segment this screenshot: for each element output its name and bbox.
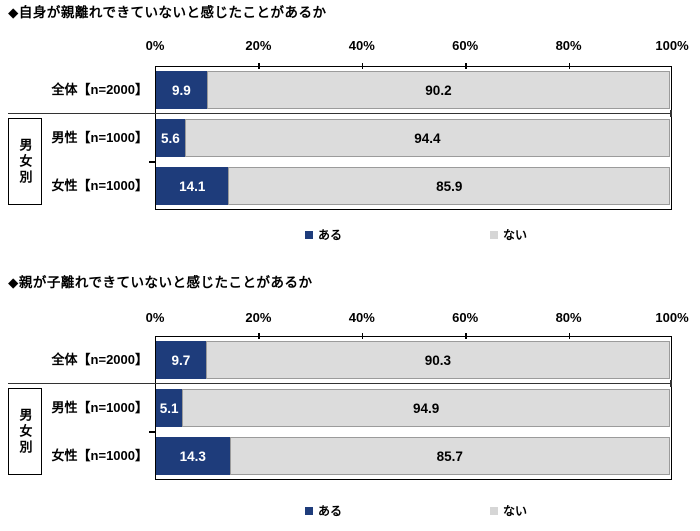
bar-segment-nai: 85.9 (228, 167, 670, 205)
legend-label-aru: ある (318, 504, 343, 518)
bar-row: 9.7 90.3 (156, 341, 670, 379)
chart-parent-independence: ◆自身が親離れできていないと感じたことがあるか 0% 20% 40% 60% 80% 10… (0, 0, 700, 261)
legend-label-aru: ある (318, 228, 343, 242)
legend-swatch-nai-icon (490, 506, 498, 515)
legend-item-aru: ある (305, 502, 342, 519)
bar-row: 9.9 90.2 (156, 71, 670, 109)
category-label: 女性【n=1000】 (51, 178, 148, 193)
x-axis-tick-label: 20% (245, 38, 272, 53)
bar-row: 14.1 85.9 (156, 167, 670, 205)
group-label-box: 男女別 (8, 388, 42, 475)
x-axis-tick-mark (465, 333, 467, 339)
x-axis-tick-label: 0% (145, 310, 165, 325)
category-label: 女性【n=1000】 (51, 448, 148, 463)
x-axis-tick-label: 60% (452, 310, 479, 325)
x-axis-tick-label: 100% (655, 38, 689, 53)
group-label: 男女別 (17, 407, 33, 456)
category-label: 全体【n=2000】 (51, 82, 148, 97)
bar-segment-nai: 94.9 (182, 389, 670, 427)
category-label: 男性【n=1000】 (51, 400, 148, 415)
legend-item-nai: ない (490, 226, 527, 243)
group-separator-endcap (669, 109, 672, 117)
x-axis-tick-mark (361, 63, 364, 69)
plot-area: 9.7 90.3 5.1 94.9 14.3 85.7 (155, 336, 672, 480)
x-axis-tick-mark (258, 63, 260, 69)
legend-swatch-aru-icon (305, 230, 313, 239)
group-separator-endcap (669, 379, 672, 387)
x-axis-tick-label: 40% (348, 38, 375, 53)
chart-title: ◆自身が親離れできていないと感じたことがあるか (8, 5, 327, 20)
x-axis-tick-mark (568, 333, 571, 339)
x-axis-tick-label: 0% (145, 38, 165, 53)
x-axis-tick-label: 60% (452, 38, 479, 53)
x-axis-tick-mark (568, 63, 571, 69)
x-axis-tick-label: 80% (555, 38, 582, 53)
bar-segment-nai: 94.4 (184, 119, 670, 157)
x-axis-tick-mark (361, 333, 364, 339)
category-axis-tick (149, 161, 155, 163)
group-separator-line (8, 382, 672, 384)
group-label: 男女別 (17, 137, 33, 186)
bar-segment-aru: 9.9 (156, 71, 207, 109)
legend-item-aru: ある (305, 226, 342, 243)
bar-segment-nai: 85.7 (229, 437, 670, 475)
bar-row: 5.6 94.4 (156, 119, 670, 157)
category-axis-tick (149, 431, 155, 433)
bar-segment-aru: 5.6 (156, 119, 185, 157)
chart-title: ◆親が子離れできていないと感じたことがあるか (8, 275, 313, 290)
x-axis-tick-label: 20% (245, 310, 272, 325)
bar-segment-nai: 90.3 (205, 341, 670, 379)
legend: ある ない (0, 226, 700, 242)
bar-segment-aru: 14.1 (156, 167, 229, 205)
category-label: 全体【n=2000】 (51, 352, 148, 367)
group-separator-line (8, 112, 672, 114)
plot-area: 9.9 90.2 5.6 94.4 14.1 85.9 (155, 66, 672, 210)
bar-segment-nai: 90.2 (206, 71, 670, 109)
x-axis-tick-label: 40% (348, 310, 375, 325)
x-axis-tick-label: 100% (655, 310, 689, 325)
legend-swatch-aru-icon (305, 506, 313, 515)
category-label: 男性【n=1000】 (51, 130, 148, 145)
bar-segment-aru: 9.7 (156, 341, 206, 379)
legend-label-nai: ない (503, 228, 528, 242)
bar-segment-aru: 5.1 (156, 389, 183, 427)
x-axis-tick-label: 80% (555, 310, 582, 325)
x-axis-labels: 0% 20% 40% 60% 80% 100% (0, 310, 700, 326)
x-axis-labels: 0% 20% 40% 60% 80% 100% (0, 38, 700, 54)
bar-row: 14.3 85.7 (156, 437, 670, 475)
chart-child-independence: ◆親が子離れできていないと感じたことがあるか 0% 20% 40% 60% 80% 100… (0, 270, 700, 531)
legend: ある ない (0, 502, 700, 518)
x-axis-tick-mark (465, 63, 467, 69)
legend-label-nai: ない (503, 504, 528, 518)
legend-swatch-nai-icon (490, 230, 498, 239)
x-axis-tick-mark (258, 333, 260, 339)
legend-item-nai: ない (490, 502, 527, 519)
group-label-box: 男女別 (8, 118, 42, 205)
bar-segment-aru: 14.3 (156, 437, 230, 475)
bar-row: 5.1 94.9 (156, 389, 670, 427)
